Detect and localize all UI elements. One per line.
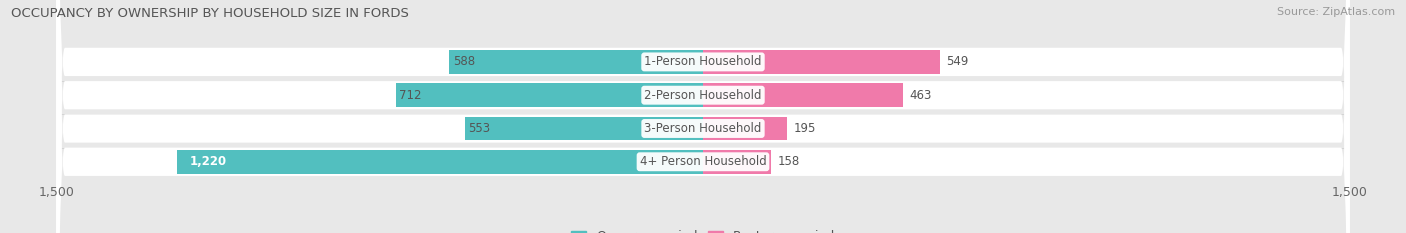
Bar	[450, 50, 703, 74]
Text: 1,220: 1,220	[190, 155, 226, 168]
Bar	[396, 83, 703, 107]
FancyBboxPatch shape	[56, 0, 1350, 233]
Text: 549: 549	[946, 55, 969, 69]
FancyBboxPatch shape	[56, 0, 1350, 233]
Legend: Owner-occupied, Renter-occupied: Owner-occupied, Renter-occupied	[567, 225, 839, 233]
Text: 1-Person Household: 1-Person Household	[644, 55, 762, 69]
Bar	[703, 50, 939, 74]
Bar	[703, 150, 770, 174]
Bar	[177, 150, 703, 174]
Text: 553: 553	[468, 122, 491, 135]
Text: 2-Person Household: 2-Person Household	[644, 89, 762, 102]
FancyBboxPatch shape	[56, 0, 1350, 233]
Text: OCCUPANCY BY OWNERSHIP BY HOUSEHOLD SIZE IN FORDS: OCCUPANCY BY OWNERSHIP BY HOUSEHOLD SIZE…	[11, 7, 409, 20]
Text: Source: ZipAtlas.com: Source: ZipAtlas.com	[1277, 7, 1395, 17]
Text: 195: 195	[793, 122, 815, 135]
Bar	[464, 116, 703, 140]
Text: 463: 463	[910, 89, 932, 102]
Text: 4+ Person Household: 4+ Person Household	[640, 155, 766, 168]
Text: 588: 588	[453, 55, 475, 69]
Text: 712: 712	[399, 89, 422, 102]
Text: 158: 158	[778, 155, 800, 168]
Bar	[703, 83, 903, 107]
FancyBboxPatch shape	[56, 0, 1350, 233]
Text: 3-Person Household: 3-Person Household	[644, 122, 762, 135]
Bar	[703, 116, 787, 140]
